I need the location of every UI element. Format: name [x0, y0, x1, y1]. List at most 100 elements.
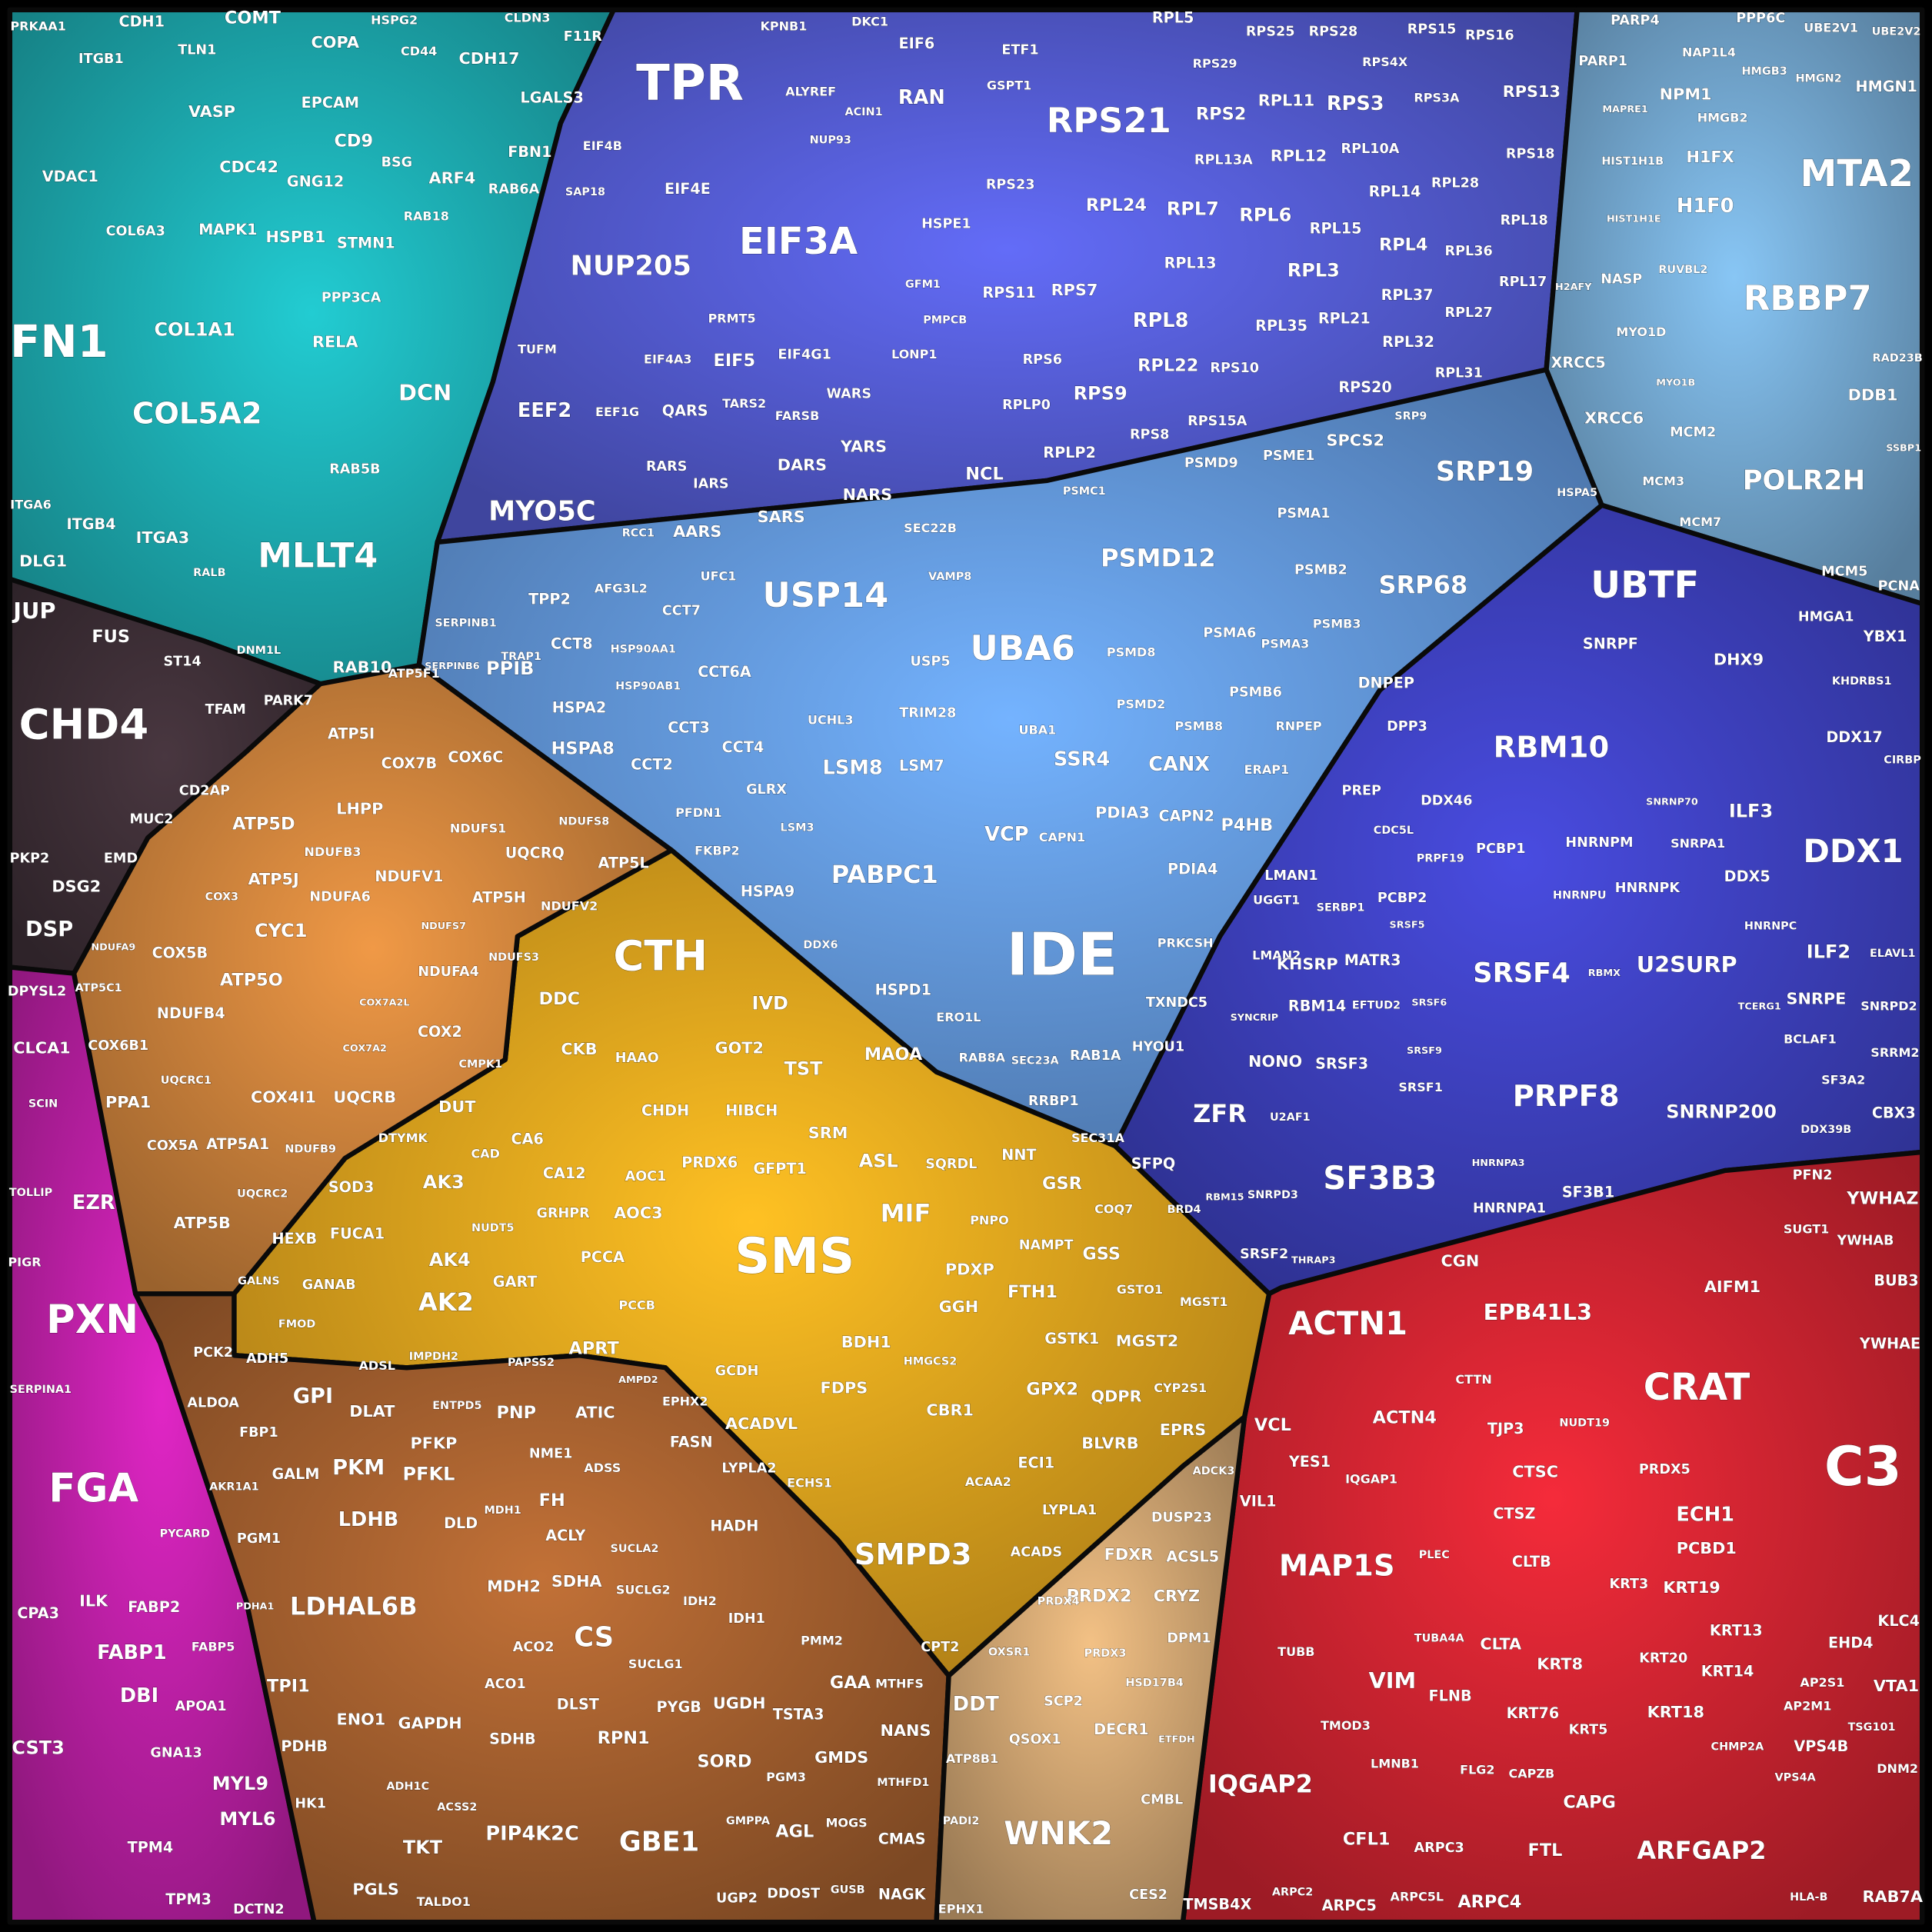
protein-label: PARP1 — [1578, 54, 1627, 69]
protein-label: YWHAB — [1837, 1233, 1894, 1248]
protein-label: SAP18 — [565, 186, 605, 198]
protein-label: SNRPE — [1786, 989, 1846, 1008]
protein-label: AKR1A1 — [209, 1481, 259, 1494]
protein-label: MOGS — [825, 1816, 867, 1830]
protein-label: EPB41L3 — [1484, 1299, 1592, 1325]
protein-label: RPS21 — [1047, 100, 1171, 141]
protein-label: RPS3 — [1327, 92, 1384, 115]
protein-label: FGA — [48, 1465, 138, 1511]
protein-label: HSPA2 — [552, 699, 607, 717]
protein-label: CTSC — [1512, 1462, 1558, 1481]
protein-label: SERPINB1 — [435, 618, 496, 630]
protein-label: KRT13 — [1710, 1622, 1763, 1640]
protein-label: ATP5I — [328, 724, 375, 742]
protein-label: RPS6 — [1023, 352, 1062, 368]
protein-label: ACTN4 — [1373, 1407, 1437, 1427]
protein-label: SUCLG1 — [628, 1657, 683, 1671]
protein-label: PSMD8 — [1107, 645, 1156, 660]
protein-label: PRDX6 — [681, 1154, 738, 1171]
protein-label: VDAC1 — [42, 168, 98, 185]
protein-label: TSG101 — [1847, 1721, 1895, 1734]
protein-label: KRT8 — [1537, 1654, 1583, 1673]
protein-label: ARFGAP2 — [1637, 1836, 1766, 1865]
protein-label: PSMD9 — [1184, 455, 1238, 471]
protein-label: DDX39B — [1800, 1124, 1851, 1136]
protein-label: PRDX2 — [1066, 1587, 1131, 1607]
protein-label: NDUFA9 — [91, 941, 135, 953]
protein-label: MDH1 — [484, 1504, 521, 1517]
protein-label: DCN — [398, 380, 451, 406]
protein-label: POLR2H — [1743, 465, 1865, 496]
protein-label: HNRNPU — [1553, 890, 1607, 902]
protein-label: RPL32 — [1382, 333, 1434, 351]
protein-label: PRDX5 — [1639, 1462, 1690, 1477]
protein-label: VASP — [188, 102, 235, 121]
protein-label: SYNCRIP — [1231, 1012, 1279, 1024]
protein-label: DDX1 — [1803, 832, 1903, 870]
protein-label: DTYMK — [378, 1131, 428, 1145]
protein-label: IQGAP1 — [1345, 1472, 1397, 1487]
protein-label: RPS28 — [1309, 25, 1358, 40]
protein-label: TMOD3 — [1321, 1718, 1371, 1733]
protein-label: IMPDH2 — [409, 1351, 458, 1363]
protein-label: PCBP1 — [1476, 841, 1525, 857]
protein-label: AK4 — [429, 1249, 471, 1271]
protein-label: RPL8 — [1133, 309, 1189, 332]
protein-label: BUB3 — [1874, 1272, 1918, 1290]
protein-label: UBE2V2 — [1872, 26, 1921, 38]
protein-label: EMD — [104, 851, 138, 867]
protein-label: PGM3 — [766, 1770, 806, 1784]
protein-label: PRDX4 — [1038, 1596, 1080, 1608]
protein-label: EPCAM — [301, 94, 359, 112]
protein-label: EEF1G — [595, 405, 639, 419]
protein-label: COX3 — [205, 891, 238, 903]
protein-label: DDOST — [767, 1886, 820, 1901]
protein-label: VIL1 — [1240, 1492, 1277, 1510]
protein-label: BSG — [381, 155, 413, 170]
protein-label: QSOX1 — [1009, 1732, 1061, 1747]
protein-label: CA6 — [511, 1130, 543, 1148]
protein-label: SDHB — [489, 1730, 536, 1748]
protein-label: QARS — [662, 402, 708, 420]
protein-label: HMGCS2 — [904, 1355, 957, 1367]
protein-label: PKP2 — [10, 851, 50, 867]
protein-label: COL6A3 — [106, 224, 165, 239]
protein-label: PPP6C — [1736, 11, 1785, 26]
protein-label: FARSB — [775, 408, 820, 423]
protein-label: HMGB3 — [1742, 65, 1787, 78]
protein-label: PFKL — [403, 1464, 455, 1485]
protein-label: RPL22 — [1138, 355, 1198, 375]
protein-label: SRSF6 — [1411, 998, 1447, 1009]
protein-label: NDUFB3 — [305, 844, 361, 859]
protein-label: HADH — [710, 1517, 758, 1534]
protein-label: NNT — [1001, 1146, 1036, 1164]
protein-label: MUC2 — [130, 811, 174, 827]
protein-label: BDH1 — [841, 1333, 891, 1351]
protein-label: PARK7 — [264, 694, 313, 709]
protein-label: ITGA3 — [136, 528, 190, 547]
protein-label: PPIB — [486, 658, 534, 679]
protein-label: PFN2 — [1793, 1168, 1833, 1183]
protein-label: NDUFS7 — [421, 921, 466, 932]
protein-label: PCCA — [581, 1248, 625, 1266]
protein-label: CCT3 — [668, 718, 710, 736]
protein-label: CTH — [613, 931, 708, 981]
protein-label: ATP5B — [174, 1214, 231, 1232]
protein-label: TPI1 — [267, 1677, 310, 1697]
protein-label: RBBP7 — [1744, 278, 1872, 318]
protein-label: UBE2V1 — [1804, 20, 1858, 35]
protein-label: UGDH — [713, 1694, 766, 1713]
protein-label: DLAT — [349, 1402, 395, 1421]
protein-label: RPL13A — [1194, 152, 1253, 168]
protein-label: GBE1 — [619, 1827, 699, 1858]
protein-label: ARF4 — [429, 168, 476, 187]
protein-label: ILK — [79, 1592, 108, 1611]
protein-label: HSPA9 — [741, 882, 794, 900]
protein-label: CIRBP — [1884, 754, 1921, 766]
protein-label: AIFM1 — [1704, 1277, 1760, 1296]
protein-label: MGST1 — [1180, 1294, 1228, 1309]
protein-label: RPL36 — [1445, 244, 1493, 259]
protein-label: GSTO1 — [1117, 1282, 1163, 1297]
protein-label: ENTPD5 — [432, 1400, 481, 1412]
protein-label: EPHX2 — [662, 1394, 708, 1409]
